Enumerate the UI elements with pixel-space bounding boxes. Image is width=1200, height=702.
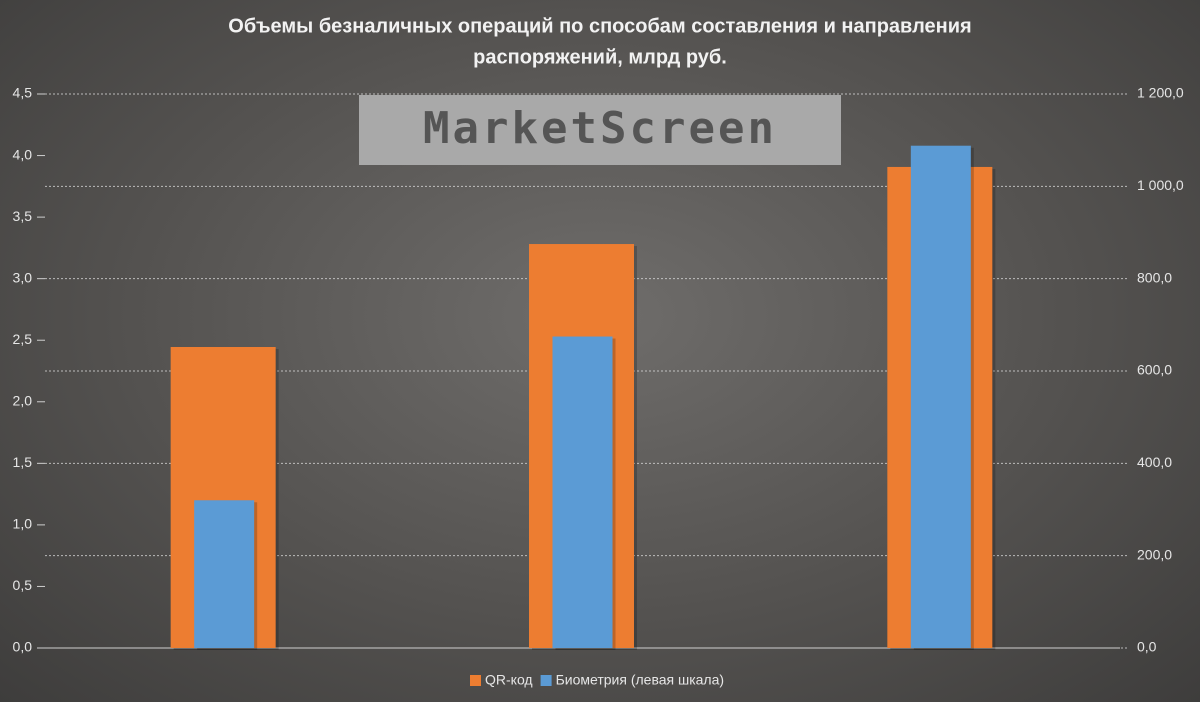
chart-subtitle: распоряжений, млрд руб. — [473, 46, 727, 68]
watermark-box — [359, 95, 841, 165]
y2-tick-label: 200,0 — [1137, 546, 1172, 562]
y-tick-label: 4,0 — [13, 146, 33, 162]
y2-tick-label: 1 200,0 — [1137, 85, 1184, 101]
bar — [194, 500, 255, 648]
y-tick-label: 4,5 — [13, 85, 33, 101]
bar — [910, 145, 971, 648]
y2-tick-label: 1 000,0 — [1137, 177, 1184, 193]
y2-tick-label: 600,0 — [1137, 362, 1172, 378]
legend-swatch — [470, 675, 481, 686]
y2-tick-label: 800,0 — [1137, 269, 1172, 285]
chart-title: Объемы безналичных операций по способам … — [228, 15, 971, 37]
y-tick-label: 0,0 — [13, 639, 33, 655]
y2-tick-label: 400,0 — [1137, 454, 1172, 470]
legend-swatch — [540, 675, 552, 686]
y-tick-label: 2,0 — [13, 392, 33, 408]
y-tick-label: 1,0 — [13, 516, 33, 532]
bar — [552, 336, 613, 648]
watermark: MarketScreen — [423, 103, 777, 154]
legend-label: Биометрия (левая шкала) — [556, 672, 724, 688]
y-tick-label: 3,5 — [13, 208, 33, 224]
y-tick-label: 0,5 — [13, 577, 33, 593]
y-tick-label: 1,5 — [13, 454, 33, 470]
y2-tick-label: 0,0 — [1137, 639, 1157, 655]
legend-label: QR-код — [485, 672, 533, 688]
y-tick-label: 2,5 — [13, 331, 33, 347]
y-tick-label: 3,0 — [13, 269, 33, 285]
